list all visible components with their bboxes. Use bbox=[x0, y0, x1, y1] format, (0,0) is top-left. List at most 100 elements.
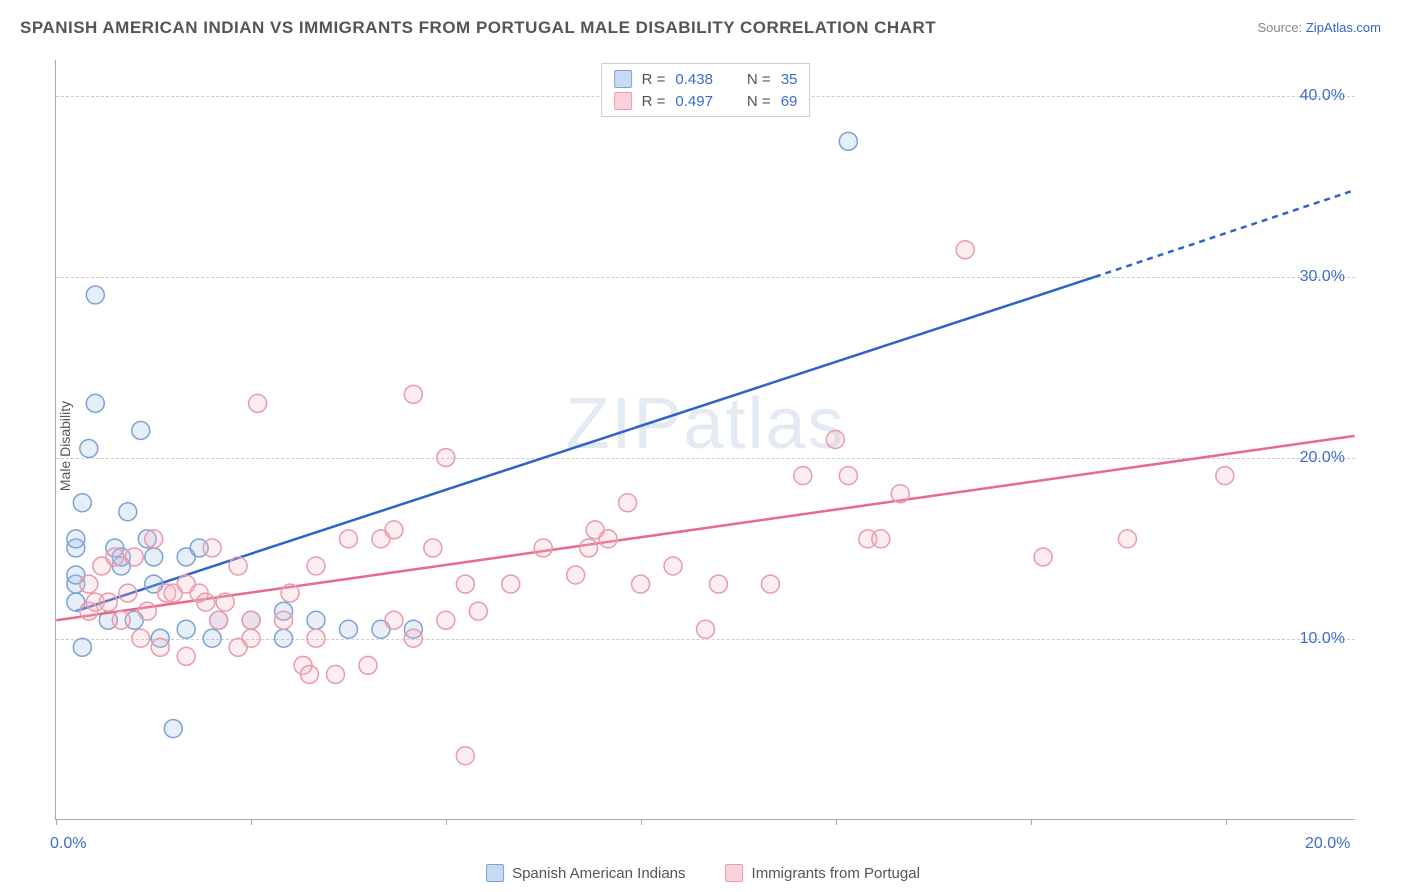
data-point bbox=[125, 548, 143, 566]
r-value: 0.438 bbox=[675, 71, 713, 88]
trend-line-extrapolated bbox=[1095, 190, 1355, 277]
data-point bbox=[210, 611, 228, 629]
data-point bbox=[385, 521, 403, 539]
chart-title: SPANISH AMERICAN INDIAN VS IMMIGRANTS FR… bbox=[20, 18, 936, 38]
trend-line bbox=[76, 277, 1095, 611]
source-attribution: Source: ZipAtlas.com bbox=[1257, 20, 1381, 35]
legend-label: Spanish American Indians bbox=[512, 865, 685, 882]
series-legend: Spanish American Indians Immigrants from … bbox=[486, 864, 920, 882]
data-point bbox=[826, 431, 844, 449]
scatter-plot-svg bbox=[56, 60, 1355, 819]
data-point bbox=[67, 530, 85, 548]
data-point bbox=[281, 584, 299, 602]
data-point bbox=[1118, 530, 1136, 548]
data-point bbox=[567, 566, 585, 584]
x-tick bbox=[446, 819, 447, 825]
data-point bbox=[469, 602, 487, 620]
chart-container: SPANISH AMERICAN INDIAN VS IMMIGRANTS FR… bbox=[0, 0, 1406, 892]
data-point bbox=[404, 385, 422, 403]
plot-area: ZIPatlas R =0.438N =35R =0.497N =69 10.0… bbox=[55, 60, 1355, 820]
data-point bbox=[99, 593, 117, 611]
data-point bbox=[145, 530, 163, 548]
data-point bbox=[1216, 467, 1234, 485]
data-point bbox=[119, 584, 137, 602]
data-point bbox=[1034, 548, 1052, 566]
data-point bbox=[456, 575, 474, 593]
legend-swatch bbox=[614, 92, 632, 110]
data-point bbox=[216, 593, 234, 611]
x-tick-label: 0.0% bbox=[50, 835, 86, 853]
r-label: R = bbox=[642, 71, 666, 88]
x-tick bbox=[641, 819, 642, 825]
data-point bbox=[242, 611, 260, 629]
legend-row: R = 0.497 N = 69 bbox=[614, 90, 798, 112]
legend-swatch bbox=[614, 70, 632, 88]
data-point bbox=[307, 557, 325, 575]
data-point bbox=[203, 629, 221, 647]
data-point bbox=[80, 440, 98, 458]
data-point bbox=[359, 656, 377, 674]
data-point bbox=[275, 629, 293, 647]
source-prefix: Source: bbox=[1257, 20, 1305, 35]
r-label: R = bbox=[642, 93, 666, 110]
data-point bbox=[599, 530, 617, 548]
data-point bbox=[242, 629, 260, 647]
data-point bbox=[872, 530, 890, 548]
data-point bbox=[197, 593, 215, 611]
data-point bbox=[80, 575, 98, 593]
data-point bbox=[203, 539, 221, 557]
data-point bbox=[275, 611, 293, 629]
data-point bbox=[632, 575, 650, 593]
data-point bbox=[132, 421, 150, 439]
data-point bbox=[404, 629, 422, 647]
data-point bbox=[839, 132, 857, 150]
data-point bbox=[164, 720, 182, 738]
n-value: 35 bbox=[781, 71, 798, 88]
data-point bbox=[151, 638, 169, 656]
data-point bbox=[112, 611, 130, 629]
data-point bbox=[456, 747, 474, 765]
data-point bbox=[437, 611, 455, 629]
legend-row: R = 0.438 N = 35 bbox=[614, 68, 798, 90]
data-point bbox=[891, 485, 909, 503]
data-point bbox=[177, 620, 195, 638]
data-point bbox=[86, 394, 104, 412]
data-point bbox=[424, 539, 442, 557]
data-point bbox=[956, 241, 974, 259]
data-point bbox=[73, 638, 91, 656]
data-point bbox=[301, 665, 319, 683]
data-point bbox=[86, 286, 104, 304]
legend-swatch bbox=[486, 864, 504, 882]
data-point bbox=[307, 629, 325, 647]
data-point bbox=[73, 494, 91, 512]
data-point bbox=[794, 467, 812, 485]
source-link[interactable]: ZipAtlas.com bbox=[1306, 20, 1381, 35]
n-label: N = bbox=[747, 93, 771, 110]
n-value: 69 bbox=[781, 93, 798, 110]
data-point bbox=[664, 557, 682, 575]
x-tick-label: 20.0% bbox=[1305, 835, 1350, 853]
data-point bbox=[761, 575, 779, 593]
x-tick bbox=[1031, 819, 1032, 825]
data-point bbox=[229, 557, 247, 575]
data-point bbox=[385, 611, 403, 629]
x-tick bbox=[836, 819, 837, 825]
r-value: 0.497 bbox=[675, 93, 713, 110]
data-point bbox=[339, 620, 357, 638]
n-label: N = bbox=[747, 71, 771, 88]
legend-item: Immigrants from Portugal bbox=[726, 864, 920, 882]
x-tick bbox=[56, 819, 57, 825]
data-point bbox=[709, 575, 727, 593]
x-tick bbox=[251, 819, 252, 825]
data-point bbox=[580, 539, 598, 557]
data-point bbox=[249, 394, 267, 412]
legend-item: Spanish American Indians bbox=[486, 864, 685, 882]
data-point bbox=[106, 548, 124, 566]
data-point bbox=[697, 620, 715, 638]
data-point bbox=[839, 467, 857, 485]
x-tick bbox=[1226, 819, 1227, 825]
legend-swatch bbox=[726, 864, 744, 882]
correlation-legend: R = 0.438 N = 35 R = 0.497 N = 69 bbox=[601, 63, 811, 117]
data-point bbox=[138, 602, 156, 620]
legend-label: Immigrants from Portugal bbox=[752, 865, 920, 882]
